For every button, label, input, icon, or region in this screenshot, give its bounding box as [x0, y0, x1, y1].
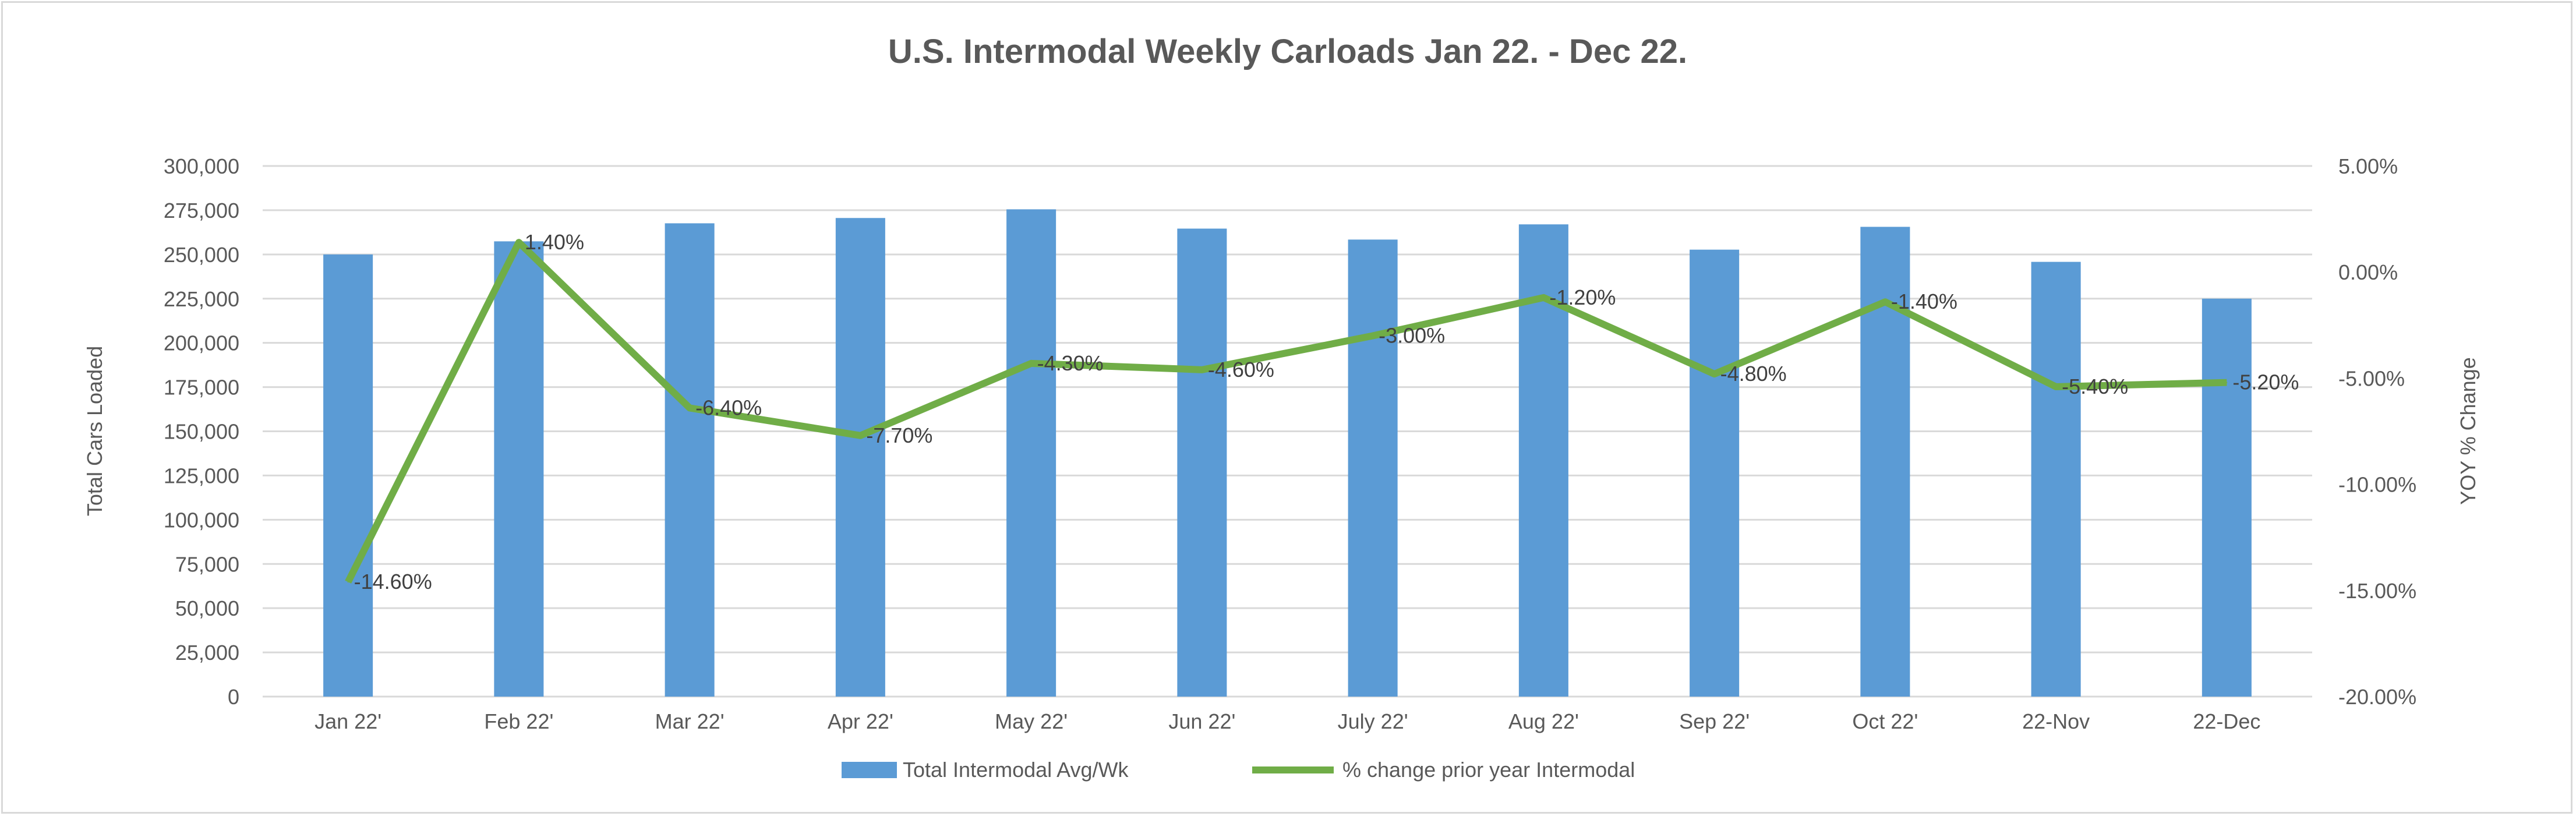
data-label: -14.60%	[354, 570, 432, 594]
y-tick-label: 100,000	[164, 508, 239, 532]
y-axis-title: Total Cars Loaded	[83, 346, 107, 516]
y-tick-label: 200,000	[164, 331, 239, 355]
legend-line-label: % change prior year Intermodal	[1342, 758, 1635, 782]
line-series	[345, 239, 2227, 584]
bar	[2202, 298, 2252, 697]
data-label: -4.60%	[1208, 358, 1274, 381]
bar	[323, 254, 373, 697]
bar	[1348, 239, 1398, 697]
bar	[1177, 228, 1227, 697]
y-tick-label: 50,000	[175, 596, 239, 620]
line-point	[347, 581, 349, 583]
x-tick-label: Aug 22'	[1508, 709, 1579, 733]
line-point	[1201, 369, 1203, 370]
x-tick-label: Apr 22'	[828, 709, 893, 733]
data-label: -6.40%	[695, 395, 762, 419]
x-tick-label: Mar 22'	[655, 709, 725, 733]
line-point	[2055, 386, 2057, 387]
data-label: -5.20%	[2232, 370, 2299, 394]
data-label: -4.30%	[1037, 351, 1104, 375]
legend-bar-label: Total Intermodal Avg/Wk	[903, 758, 1129, 782]
y-tick-label: 75,000	[175, 552, 239, 576]
x-tick-label: Sep 22'	[1679, 709, 1750, 733]
x-tick-label: May 22'	[995, 709, 1068, 733]
data-label: -3.00%	[1379, 324, 1445, 348]
bar	[2031, 262, 2081, 697]
chart-title: U.S. Intermodal Weekly Carloads Jan 22. …	[888, 33, 1687, 70]
y-tick-label: 225,000	[164, 287, 239, 311]
y-tick-label: 0	[228, 685, 239, 709]
x-tick-label: July 22'	[1338, 709, 1408, 733]
y-tick-label: 300,000	[164, 154, 239, 178]
data-label: 1.40%	[525, 230, 584, 254]
line-point	[1372, 335, 1374, 337]
line-point	[689, 407, 691, 409]
line-point	[860, 435, 861, 436]
bar	[835, 218, 885, 697]
line-point	[1543, 296, 1545, 298]
line-point	[2226, 381, 2228, 383]
x-tick-label: Jan 22'	[315, 709, 381, 733]
legend: Total Intermodal Avg/Wk % change prior y…	[842, 758, 1635, 782]
bar	[1006, 209, 1056, 697]
y-tick-label: 150,000	[164, 420, 239, 444]
data-label: -4.80%	[1720, 362, 1787, 386]
x-tick-label: 22-Nov	[2022, 709, 2090, 733]
y-tick-label: 175,000	[164, 376, 239, 400]
data-label: -1.20%	[1549, 285, 1616, 309]
y2-tick-label: -5.00%	[2338, 366, 2405, 390]
x-tick-label: Jun 22'	[1168, 709, 1235, 733]
line-point	[518, 242, 520, 243]
y2-tick-label: -20.00%	[2338, 685, 2416, 709]
y2-tick-label: -10.00%	[2338, 473, 2416, 497]
data-label: -1.40%	[1891, 289, 1957, 313]
x-tick-label: 22-Dec	[2193, 709, 2260, 733]
y2-axis-title: YOY % Change	[2456, 357, 2480, 505]
line-point	[1713, 373, 1715, 375]
bar	[494, 241, 544, 697]
bar	[665, 223, 715, 697]
data-label: -5.40%	[2062, 375, 2128, 398]
y2-tick-label: 0.00%	[2338, 260, 2398, 284]
line-point	[1884, 301, 1886, 303]
y-tick-label: 25,000	[175, 641, 239, 665]
y-tick-label: 250,000	[164, 243, 239, 267]
bar	[1690, 249, 1740, 697]
y2-tick-label: 5.00%	[2338, 154, 2398, 178]
line-point	[1030, 362, 1032, 364]
y-tick-label: 125,000	[164, 464, 239, 488]
x-tick-label: Oct 22'	[1852, 709, 1918, 733]
x-tick-label: Feb 22'	[484, 709, 553, 733]
data-label: -7.70%	[866, 423, 932, 447]
legend-bar-swatch	[842, 762, 897, 778]
y-tick-label: 275,000	[164, 199, 239, 222]
y2-tick-label: -15.00%	[2338, 579, 2416, 603]
